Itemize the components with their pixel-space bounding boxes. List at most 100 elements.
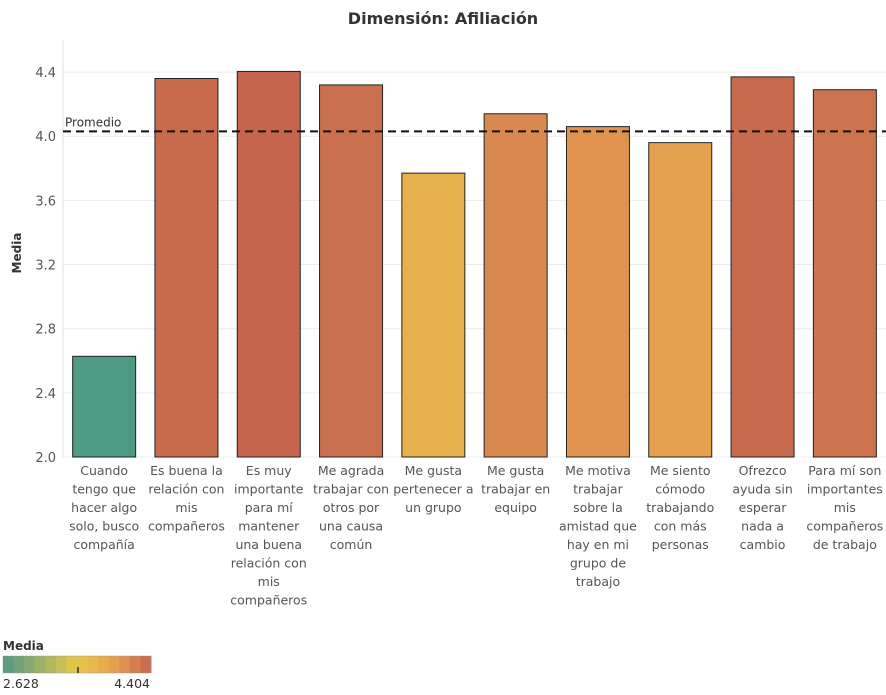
- y-axis-label: Media: [10, 233, 24, 274]
- x-category-label: Cuando tengo que hacer algo solo, busco comp…: [69, 463, 139, 552]
- x-category-label-line: pertenecer a: [393, 482, 473, 497]
- bar: [72, 355, 137, 458]
- legend-swatch: [77, 656, 89, 673]
- x-category-label-line: compañeros: [230, 593, 307, 608]
- x-category-label-line: Es buena la: [150, 463, 223, 478]
- x-category-label: Ofrezco ayuda sin esperar nada a cambio: [732, 463, 792, 552]
- x-category-label-line: relación con: [231, 556, 307, 571]
- x-category-label-line: trabajo: [576, 574, 620, 589]
- x-category-label-line: otros por: [323, 500, 380, 515]
- x-category-label: Para mí son importantes mis compañeros de tr…: [806, 463, 883, 552]
- average-reference-label: Promedio: [65, 115, 121, 129]
- x-category-label-line: común: [330, 537, 373, 552]
- x-category-label-line: Me agrada: [318, 463, 384, 478]
- legend-color-ramp: [2, 655, 152, 674]
- y-tick-label: 2.0: [35, 451, 56, 466]
- x-axis-category-labels: Cuando tengo que hacer algo solo, busco comp…: [69, 463, 883, 608]
- legend-swatch: [24, 656, 36, 673]
- x-category-label-line: mis: [175, 500, 197, 515]
- x-category-label: Es muy importante para mí mantener una buena…: [230, 463, 307, 608]
- x-category-label-line: equipo: [494, 500, 537, 515]
- x-category-label-line: una causa: [319, 519, 383, 534]
- x-category-label-line: una buena: [235, 537, 302, 552]
- x-category-label-line: amistad que: [559, 519, 637, 534]
- legend-title: Media: [3, 639, 44, 653]
- x-category-label-line: trabajar en: [481, 482, 550, 497]
- x-category-label-line: importantes: [807, 482, 883, 497]
- x-category-label-line: mis: [258, 574, 280, 589]
- x-category-label-line: nada a: [741, 519, 784, 534]
- legend-swatch: [129, 656, 141, 673]
- bar: [401, 172, 466, 458]
- x-category-label-line: de trabajo: [813, 537, 877, 552]
- legend-swatch: [34, 656, 46, 673]
- x-category-label-line: un grupo: [405, 500, 461, 515]
- y-axis-ticks: 2.0 2.4 2.8 3.2 3.6 4.0 4.4: [35, 66, 56, 466]
- x-category-label-line: Para mí son: [808, 463, 881, 478]
- x-category-label-line: esperar: [739, 500, 788, 515]
- bars: [72, 70, 877, 458]
- x-category-label-line: tengo que: [72, 482, 136, 497]
- x-category-label-line: Me siento: [650, 463, 711, 478]
- legend-swatch: [66, 656, 78, 673]
- x-category-label-line: importante: [234, 482, 304, 497]
- x-category-label: Me siento cómodo trabajando con más personas: [646, 463, 714, 552]
- legend-ramp-border: [2, 655, 152, 674]
- x-category-label: Me motiva trabajar sobre la amistad que hay …: [559, 463, 637, 589]
- x-category-label-line: para mí: [245, 500, 294, 515]
- x-category-label-line: mantener: [238, 519, 300, 534]
- x-category-label-line: trabajando: [646, 500, 714, 515]
- legend-swatch: [55, 656, 67, 673]
- legend-swatch: [98, 656, 110, 673]
- x-category-label-line: Ofrezco: [739, 463, 787, 478]
- x-category-label: Es buena la relación con mis compañeros: [148, 463, 225, 534]
- x-category-label: Me gusta trabajar en equipo: [481, 463, 550, 515]
- reference-line-group: Promedio: [63, 115, 886, 133]
- x-category-label-line: ayuda sin: [732, 482, 792, 497]
- legend-max-label: 4.404: [114, 676, 150, 691]
- legend-swatch: [13, 656, 25, 673]
- bar: [319, 84, 384, 458]
- x-category-label-line: trabajar con: [313, 482, 389, 497]
- bar: [648, 142, 713, 458]
- legend-swatch: [87, 656, 99, 673]
- bar: [154, 77, 219, 458]
- legend-swatch: [45, 656, 57, 673]
- x-category-label-line: Es muy: [246, 463, 292, 478]
- x-category-label-line: sobre la: [573, 500, 623, 515]
- y-tick-label: 2.4: [35, 387, 56, 402]
- x-category-label-line: Cuando: [80, 463, 128, 478]
- x-category-label-line: mis: [834, 500, 856, 515]
- bar: [483, 113, 548, 458]
- x-category-label-line: grupo de: [570, 556, 626, 571]
- y-tick-label: 3.2: [35, 259, 56, 274]
- x-category-label-line: cómodo: [655, 482, 705, 497]
- color-legend: Media 2.628 4.404: [2, 639, 152, 691]
- x-category-label: Me agrada trabajar con otros por una causa c…: [313, 463, 389, 552]
- bar: [565, 126, 630, 458]
- legend-min-label: 2.628: [3, 676, 39, 691]
- bar: [812, 89, 877, 458]
- legend-swatch: [119, 656, 131, 673]
- x-category-label-line: Me gusta: [487, 463, 544, 478]
- legend-swatch: [108, 656, 120, 673]
- x-category-label-line: hay en mi: [567, 537, 629, 552]
- x-category-label-line: solo, busco: [69, 519, 139, 534]
- y-tick-label: 2.8: [35, 323, 56, 338]
- x-category-label: Me gusta pertenecer a un grupo: [393, 463, 473, 515]
- y-tick-label: 4.4: [35, 66, 56, 81]
- x-category-label-line: compañeros: [806, 519, 883, 534]
- x-category-label-line: trabajar: [573, 482, 623, 497]
- y-tick-label: 3.6: [35, 194, 56, 209]
- legend-swatch: [3, 656, 15, 673]
- bar: [236, 70, 301, 458]
- x-category-label-line: compañeros: [148, 519, 225, 534]
- y-tick-label: 4.0: [35, 130, 56, 145]
- x-category-label-line: Me gusta: [405, 463, 462, 478]
- x-category-label-line: personas: [652, 537, 709, 552]
- x-category-label-line: con más: [654, 519, 707, 534]
- chart-title: Dimensión: Afiliación: [348, 9, 538, 28]
- x-category-label-line: Me motiva: [565, 463, 631, 478]
- x-category-label-line: hacer algo: [71, 500, 137, 515]
